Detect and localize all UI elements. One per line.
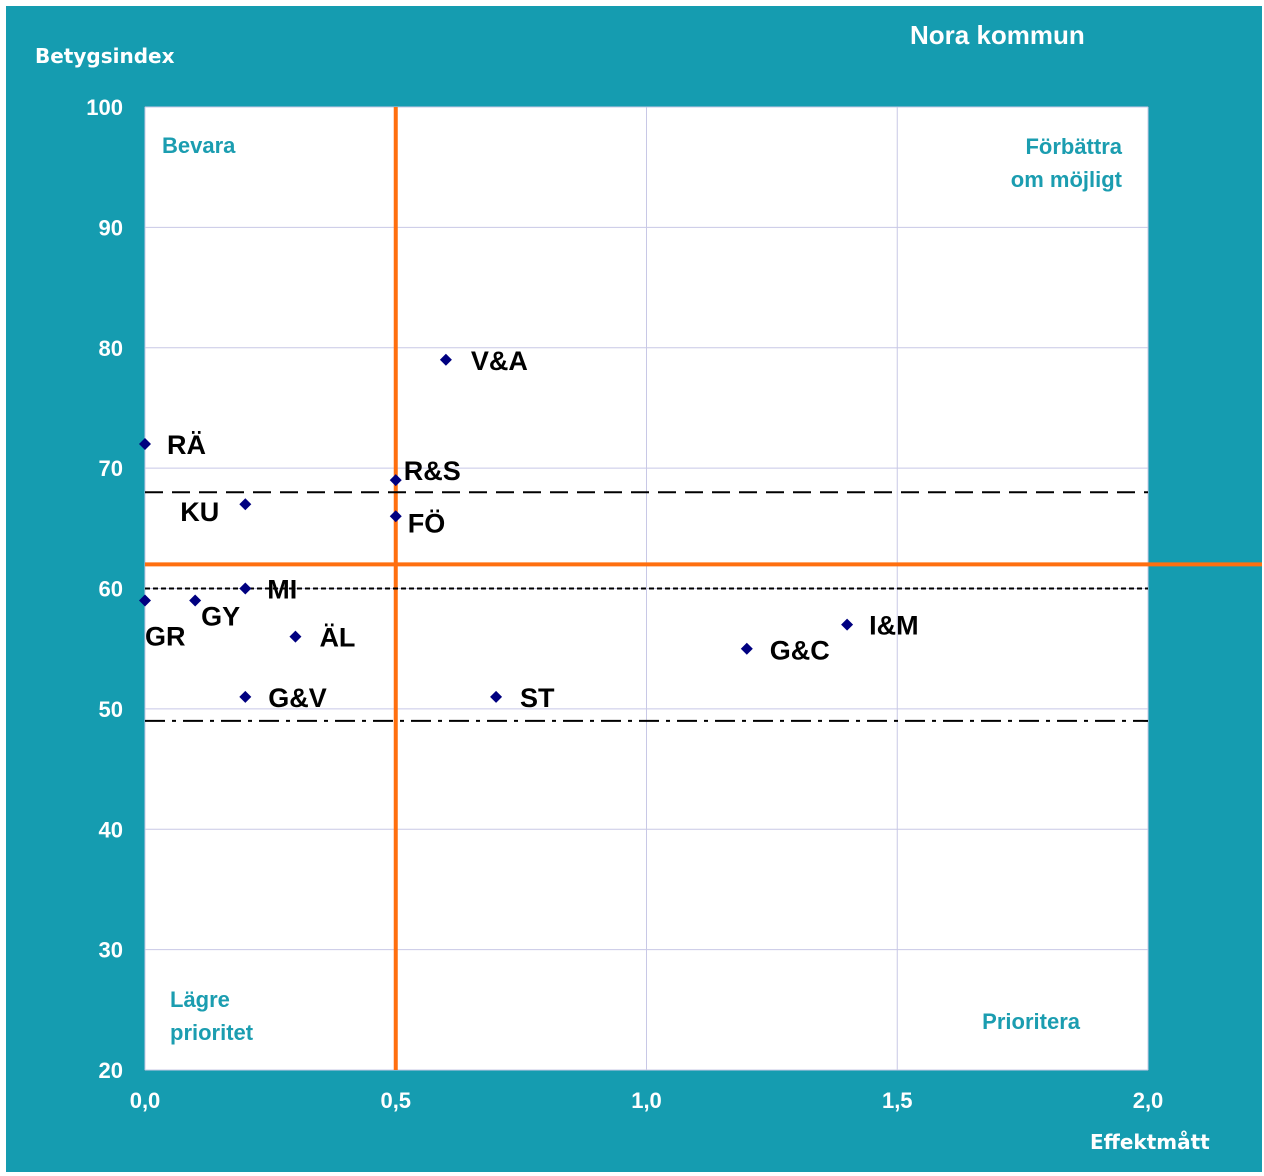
data-point-label: I&M bbox=[869, 611, 919, 641]
data-point-label: V&A bbox=[471, 346, 528, 376]
y-tick-label: 30 bbox=[99, 938, 123, 963]
quadrant-label-top-right: Förbättra bbox=[1025, 134, 1122, 159]
x-tick-label: 2,0 bbox=[1133, 1088, 1164, 1113]
quadrant-label-bottom-left: prioritet bbox=[170, 1020, 254, 1045]
quadrant-label-top-right: om möjligt bbox=[1011, 167, 1123, 192]
data-point-label: MI bbox=[267, 575, 297, 605]
y-tick-label: 80 bbox=[99, 336, 123, 361]
y-tick-label: 70 bbox=[99, 456, 123, 481]
data-point-marker bbox=[239, 498, 252, 511]
y-tick-label: 50 bbox=[99, 697, 123, 722]
data-point-label: ÄL bbox=[319, 623, 355, 653]
x-tick-label: 1,5 bbox=[882, 1088, 913, 1113]
data-point-label: KU bbox=[180, 497, 219, 527]
y-tick-label: 100 bbox=[86, 95, 123, 120]
data-point-label: FÖ bbox=[408, 508, 446, 538]
y-tick-label: 60 bbox=[99, 577, 123, 602]
x-tick-label: 0,5 bbox=[380, 1088, 411, 1113]
data-point-label: R&S bbox=[404, 456, 461, 486]
data-point-marker bbox=[389, 510, 402, 523]
data-point-label: G&C bbox=[770, 636, 830, 666]
data-point-marker bbox=[139, 438, 151, 451]
data-point-label: G&V bbox=[268, 683, 327, 713]
y-axis-label: Betygsindex bbox=[35, 44, 175, 68]
quadrant-label-bottom-right: Prioritera bbox=[982, 1009, 1081, 1034]
data-point-marker bbox=[189, 594, 202, 607]
data-point-marker bbox=[389, 474, 402, 487]
data-point-marker bbox=[289, 630, 302, 643]
data-point-label: GY bbox=[201, 602, 240, 632]
y-tick-label: 20 bbox=[99, 1058, 123, 1083]
y-tick-label: 90 bbox=[99, 215, 123, 240]
data-point-marker bbox=[239, 690, 252, 703]
x-tick-label: 0,0 bbox=[130, 1088, 161, 1113]
data-point-marker bbox=[439, 353, 452, 366]
data-point-marker bbox=[740, 642, 753, 655]
data-point-marker bbox=[490, 690, 503, 703]
x-tick-label: 1,0 bbox=[631, 1088, 662, 1113]
data-point-label: GR bbox=[145, 622, 186, 652]
data-point-label: ST bbox=[520, 683, 555, 713]
y-tick-label: 40 bbox=[99, 817, 123, 842]
x-axis-label: Effektmått bbox=[1090, 1130, 1210, 1154]
data-point-marker bbox=[239, 582, 252, 595]
data-point-marker bbox=[139, 594, 151, 607]
chart-title: Nora kommun bbox=[910, 20, 1085, 50]
quadrant-label-top-left: Bevara bbox=[162, 133, 236, 158]
data-point-marker bbox=[841, 618, 854, 631]
quadrant-label-bottom-left: Lägre bbox=[170, 987, 230, 1012]
data-point-label: RÄ bbox=[167, 430, 206, 460]
